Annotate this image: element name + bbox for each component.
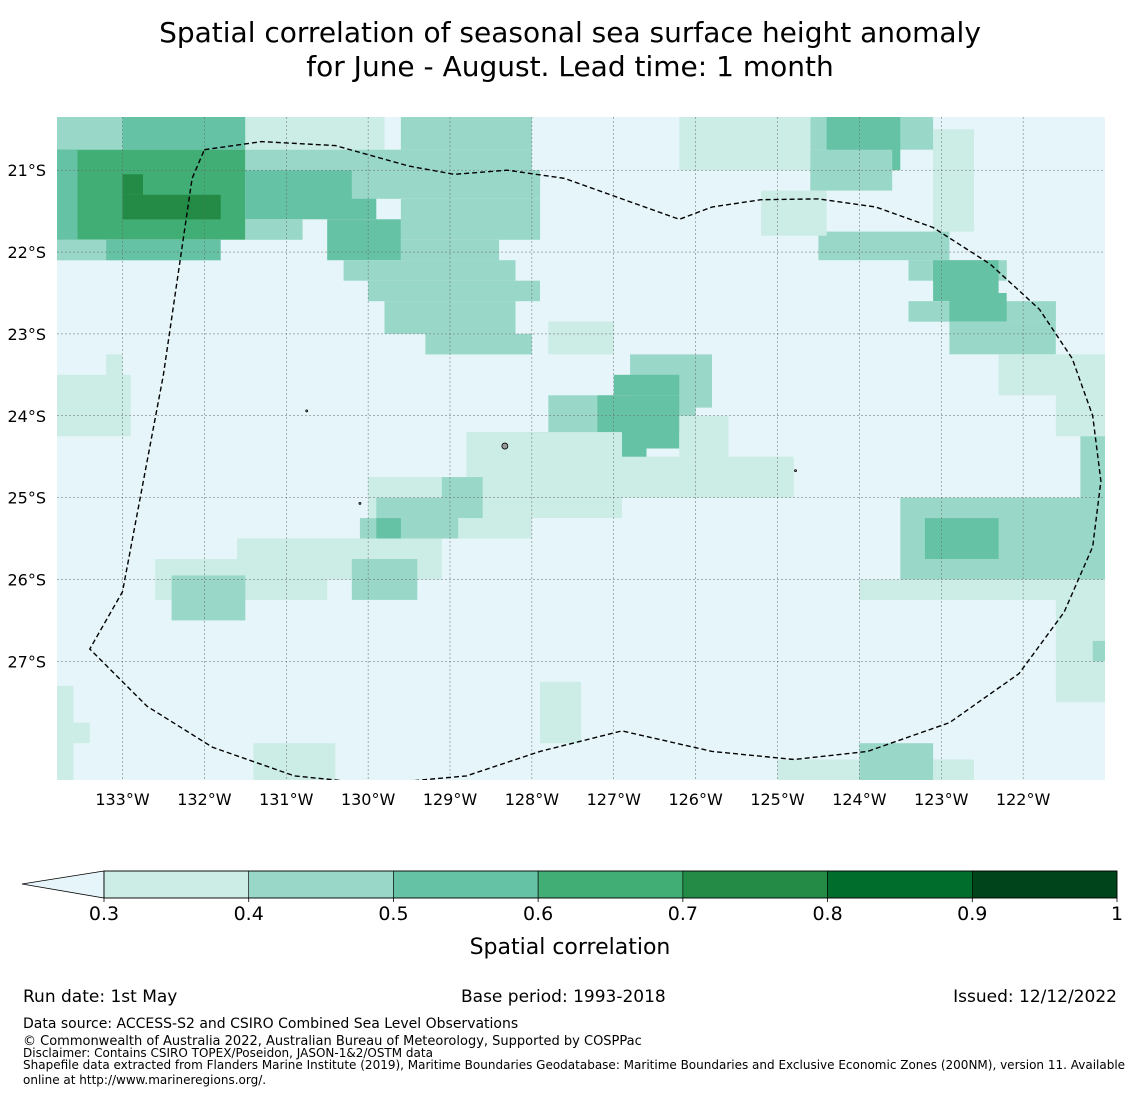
longitude-tick-label: 127°W xyxy=(587,790,642,809)
correlation-cell xyxy=(57,685,74,780)
colorbar-tick-label: 0.6 xyxy=(523,903,553,925)
correlation-cell xyxy=(679,415,729,457)
correlation-cell xyxy=(859,743,934,780)
latitude-tick-label: 27°S xyxy=(7,652,46,671)
latitude-tick-label: 26°S xyxy=(7,570,46,589)
colorbar-label: Spatial correlation xyxy=(470,935,671,960)
longitude-tick-label: 125°W xyxy=(750,790,805,809)
correlation-cell xyxy=(122,194,221,220)
correlation-cell xyxy=(253,743,336,780)
latitude-tick-label: 23°S xyxy=(7,325,46,344)
longitude-tick-label: 132°W xyxy=(177,790,232,809)
correlation-cell xyxy=(998,354,1105,396)
correlation-cell xyxy=(425,333,532,355)
longitude-tick-label: 128°W xyxy=(505,790,560,809)
latitude-tick-label: 25°S xyxy=(7,489,46,508)
island xyxy=(794,469,797,473)
correlation-cell xyxy=(57,149,246,240)
correlation-cell xyxy=(818,231,950,261)
colorbar-tick-label: 1 xyxy=(1111,903,1123,925)
colorbar-frame xyxy=(103,870,1118,899)
correlation-cell xyxy=(1055,395,1105,437)
colorbar-swatch xyxy=(248,870,394,899)
correlation-cell xyxy=(327,219,401,261)
colorbar: 0.3 0.4 0.5 0.6 0.7 0.8 0.9 1 Spatial correlati… xyxy=(21,870,1123,960)
shapefile-credit-line-2: online at http://www.marineregions.org/. xyxy=(23,1073,267,1087)
longitude-tick-label: 123°W xyxy=(914,790,969,809)
correlation-cell xyxy=(122,174,143,195)
colorbar-swatch xyxy=(103,870,250,899)
colorbar-extension xyxy=(21,870,105,899)
correlation-cell xyxy=(57,149,78,240)
longitude-tick-label: 122°W xyxy=(996,790,1051,809)
colorbar-tick-label: 0.5 xyxy=(378,903,408,925)
correlation-cell xyxy=(57,374,131,437)
longitude-tick-label: 126°W xyxy=(668,790,723,809)
correlation-cells xyxy=(57,117,1105,780)
colorbar-tick-label: 0.9 xyxy=(957,903,987,925)
longitude-tick-label: 130°W xyxy=(341,790,396,809)
correlation-cell xyxy=(106,354,123,375)
correlation-cell xyxy=(859,579,1105,600)
colorbar-swatch xyxy=(682,870,828,899)
island xyxy=(501,442,509,450)
longitude-tick-labels: 133°W 132°W 131°W 130°W 129°W 128°W 127°W 126°W… xyxy=(95,790,1050,809)
map-title-line-1: Spatial correlation of seasonal sea surf… xyxy=(159,16,981,49)
correlation-cell xyxy=(400,117,532,150)
island xyxy=(305,409,309,413)
longitude-tick-label: 129°W xyxy=(423,790,478,809)
correlation-cell xyxy=(761,190,827,236)
correlation-cell xyxy=(73,722,90,744)
colorbar-swatch xyxy=(393,870,539,899)
correlation-cell xyxy=(400,198,541,240)
colorbar-swatch xyxy=(827,870,973,899)
latitude-tick-label: 22°S xyxy=(7,243,46,262)
colorbar-swatch xyxy=(537,870,684,899)
issued-date: Issued: 12/12/2022 xyxy=(953,987,1117,1007)
correlation-cell xyxy=(924,518,999,559)
longitude-tick-label: 124°W xyxy=(832,790,887,809)
islands xyxy=(305,409,797,505)
colorbar-tick-label: 0.8 xyxy=(812,903,842,925)
correlation-cell xyxy=(613,374,680,396)
correlation-cell xyxy=(1092,640,1105,662)
correlation-cell xyxy=(679,117,811,171)
copyright: © Commonwealth of Australia 2022, Austra… xyxy=(23,1034,642,1049)
correlation-cell xyxy=(621,456,794,498)
data-source: Data source: ACCESS-S2 and CSIRO Combine… xyxy=(23,1016,519,1032)
latitude-tick-label: 24°S xyxy=(7,407,46,426)
correlation-cell xyxy=(351,170,541,199)
correlation-cell xyxy=(949,321,1056,355)
correlation-cell xyxy=(343,260,516,281)
colorbar-swatch xyxy=(971,870,1118,899)
correlation-cell xyxy=(171,575,246,621)
longitude-tick-label: 133°W xyxy=(95,790,150,809)
correlation-cell xyxy=(540,681,581,744)
island xyxy=(358,501,362,505)
correlation-cell xyxy=(245,117,385,150)
correlation-cell xyxy=(122,117,246,150)
correlation-cell xyxy=(949,293,1007,322)
correlation-cell xyxy=(548,321,614,355)
map-title-line-2: for June - August. Lead time: 1 month xyxy=(306,50,834,83)
correlation-map: 133°W 132°W 131°W 130°W 129°W 128°W 127°W 126°W… xyxy=(7,117,1123,960)
latitude-tick-label: 21°S xyxy=(7,161,46,180)
correlation-cell xyxy=(368,280,540,302)
graticule xyxy=(57,117,1105,780)
colorbar-tick-label: 0.3 xyxy=(89,903,119,925)
disclaimer: Disclaimer: Contains CSIRO TOPEX/Poseido… xyxy=(23,1046,433,1060)
correlation-cell xyxy=(106,239,221,261)
latitude-tick-labels: 21°S 22°S 23°S 24°S 25°S 26°S 27°S xyxy=(7,161,46,671)
colorbar-tick-label: 0.7 xyxy=(668,903,698,925)
correlation-cell xyxy=(245,219,303,240)
run-date: Run date: 1st May xyxy=(23,987,178,1007)
correlation-cell xyxy=(57,239,107,261)
base-period: Base period: 1993-2018 xyxy=(461,987,666,1007)
correlation-cell xyxy=(1080,436,1105,498)
longitude-tick-label: 131°W xyxy=(259,790,314,809)
correlation-cell xyxy=(933,129,974,232)
colorbar-tick-label: 0.4 xyxy=(234,903,264,925)
shapefile-credit-line-1: Shapefile data extracted from Flanders M… xyxy=(23,1058,1126,1072)
